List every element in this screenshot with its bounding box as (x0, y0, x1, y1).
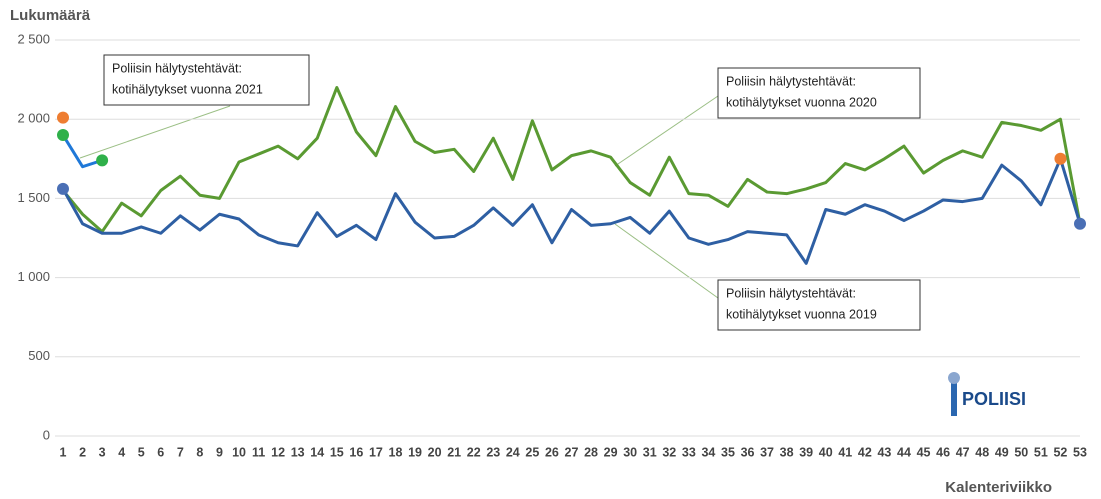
x-tick-label: 24 (506, 445, 520, 459)
x-tick-label: 36 (741, 445, 755, 459)
x-tick-label: 29 (604, 445, 618, 459)
x-tick-label: 31 (643, 445, 657, 459)
y-tick-label: 2 500 (17, 31, 50, 46)
x-tick-label: 21 (447, 445, 461, 459)
series-line (61, 157, 1082, 265)
x-tick-label: 15 (330, 445, 344, 459)
x-tick-label: 7 (177, 445, 184, 459)
x-tick-label: 14 (310, 445, 324, 459)
x-tick-label: 28 (584, 445, 598, 459)
x-tick-label: 12 (271, 445, 285, 459)
x-tick-label: 18 (389, 445, 403, 459)
x-tick-label: 22 (467, 445, 481, 459)
x-tick-label: 8 (196, 445, 203, 459)
series-line (61, 86, 1082, 234)
x-tick-label: 11 (252, 445, 265, 459)
x-tick-label: 19 (408, 445, 422, 459)
logo-emblem (951, 382, 957, 416)
x-tick-label: 51 (1034, 445, 1048, 459)
x-tick-label: 45 (917, 445, 931, 459)
annotation-box (717, 67, 921, 119)
x-tick-label: 26 (545, 445, 559, 459)
x-tick-label: 10 (232, 445, 246, 459)
x-tick-label: 53 (1073, 445, 1087, 459)
x-tick-label: 39 (799, 445, 813, 459)
y-axis-label: Lukumäärä (10, 7, 91, 24)
x-tick-label: 38 (780, 445, 794, 459)
callout-line (79, 105, 231, 159)
x-tick-label: 20 (428, 445, 442, 459)
x-tick-label: 35 (721, 445, 735, 459)
y-tick-label: 0 (43, 427, 50, 442)
x-tick-label: 9 (216, 445, 223, 459)
x-axis-label: Kalenteriviikko (945, 479, 1052, 496)
annotation: Poliisin hälytystehtävät: kotihälytykset … (103, 54, 310, 106)
annotation-box (717, 279, 921, 331)
y-tick-label: 2 000 (17, 111, 50, 126)
annotation-text: Poliisin hälytystehtävät: (112, 61, 242, 75)
x-tick-label: 4 (118, 445, 125, 459)
x-tick-label: 17 (369, 445, 383, 459)
x-tick-label: 42 (858, 445, 872, 459)
logo-emblem (948, 372, 960, 384)
callout-line (614, 223, 719, 299)
point-marker (57, 111, 69, 124)
annotation: Poliisin hälytystehtävät: kotihälytykset … (717, 67, 921, 119)
x-tick-label: 6 (157, 445, 164, 459)
x-tick-label: 25 (525, 445, 539, 459)
x-tick-label: 50 (1014, 445, 1028, 459)
x-tick-label: 1 (60, 445, 67, 459)
annotation-text: Poliisin hälytystehtävät: (726, 286, 856, 300)
annotation-text: kotihälytykset vuonna 2021 (112, 82, 263, 96)
x-tick-label: 27 (565, 445, 579, 459)
x-tick-label: 52 (1053, 445, 1067, 459)
x-tick-label: 49 (995, 445, 1009, 459)
x-tick-label: 23 (486, 445, 500, 459)
callout-line (614, 95, 719, 167)
x-tick-label: 37 (760, 445, 774, 459)
point-marker (57, 182, 69, 195)
annotation-text: kotihälytykset vuonna 2020 (726, 95, 877, 109)
x-tick-label: 32 (662, 445, 676, 459)
x-tick-label: 43 (877, 445, 891, 459)
logo-text: POLIISI (962, 389, 1026, 409)
x-tick-label: 46 (936, 445, 950, 459)
x-tick-label: 44 (897, 445, 911, 459)
x-tick-label: 47 (956, 445, 970, 459)
x-tick-label: 34 (701, 445, 715, 459)
y-tick-label: 500 (28, 348, 50, 363)
y-tick-label: 1 500 (17, 190, 50, 205)
y-tick-label: 1 000 (17, 269, 50, 284)
point-marker (1054, 152, 1067, 165)
x-tick-label: 5 (138, 445, 145, 459)
x-tick-label: 2 (79, 445, 86, 459)
annotation-text: Poliisin hälytystehtävät: (726, 74, 856, 88)
point-marker (96, 154, 109, 167)
point-marker (1074, 217, 1086, 230)
x-tick-label: 41 (838, 445, 852, 459)
x-tick-label: 33 (682, 445, 696, 459)
annotation: Poliisin hälytystehtävät: kotihälytykset … (717, 279, 921, 331)
series-line (61, 134, 103, 169)
annotation-box (103, 54, 310, 106)
annotation-text: kotihälytykset vuonna 2019 (726, 307, 877, 321)
point-marker (57, 129, 69, 142)
x-tick-label: 3 (99, 445, 106, 459)
logo: POLIISI (948, 372, 1026, 416)
x-tick-label: 40 (819, 445, 833, 459)
x-tick-label: 16 (349, 445, 363, 459)
x-tick-label: 13 (291, 445, 305, 459)
x-tick-label: 30 (623, 445, 637, 459)
x-tick-label: 48 (975, 445, 989, 459)
